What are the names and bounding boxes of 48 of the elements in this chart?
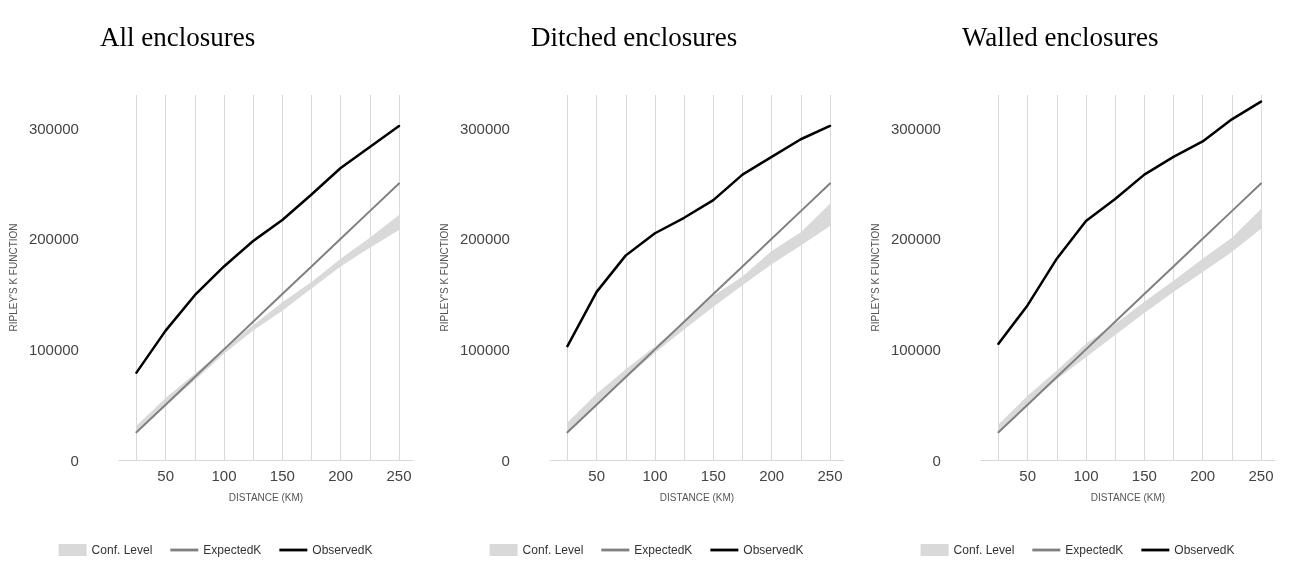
y-tick-label: 200000 bbox=[28, 230, 79, 248]
line-series bbox=[135, 124, 401, 374]
legend-label: ObservedK bbox=[1174, 543, 1235, 557]
x-tick-label: 150 bbox=[1131, 467, 1157, 484]
y-tick-label: 200000 bbox=[459, 230, 510, 248]
legend-label: Conf. Level bbox=[91, 543, 153, 557]
x-tick-label: 200 bbox=[1190, 467, 1216, 484]
x-tick-label: 100 bbox=[1073, 467, 1099, 484]
x-tick-label: 150 bbox=[269, 467, 295, 484]
line-series bbox=[997, 100, 1263, 346]
y-tick-label: 0 bbox=[932, 451, 941, 469]
x-tick-label: 250 bbox=[386, 467, 412, 484]
legend-label: ExpectedK bbox=[634, 543, 693, 557]
y-axis-title: RIPLEY'S K FUNCTION bbox=[438, 223, 450, 332]
y-tick-label: 100000 bbox=[890, 340, 941, 358]
y-tick-label: 100000 bbox=[459, 340, 510, 358]
legend-label: Conf. Level bbox=[953, 543, 1015, 557]
y-tick-label: 0 bbox=[501, 451, 510, 469]
legend-label: Conf. Level bbox=[522, 543, 584, 557]
x-tick-label: 200 bbox=[759, 467, 785, 484]
y-tick-label: 300000 bbox=[890, 119, 941, 137]
y-tick-label: 300000 bbox=[459, 119, 510, 137]
x-tick-label: 200 bbox=[328, 467, 354, 484]
legend-label: ObservedK bbox=[312, 543, 373, 557]
x-axis-title: DISTANCE (KM) bbox=[1090, 491, 1166, 503]
line-series bbox=[566, 124, 832, 348]
chart-title: Walled enclosures bbox=[962, 21, 1159, 52]
x-tick-label: 150 bbox=[700, 467, 726, 484]
y-axis-title: RIPLEY'S K FUNCTION bbox=[869, 223, 881, 332]
chart-title: Ditched enclosures bbox=[531, 21, 738, 52]
legend-label: ObservedK bbox=[743, 543, 804, 557]
y-tick-label: 0 bbox=[70, 451, 79, 469]
x-tick-label: 50 bbox=[157, 467, 174, 484]
legend-label: ExpectedK bbox=[203, 543, 262, 557]
x-axis-title: DISTANCE (KM) bbox=[228, 491, 304, 503]
y-tick-label: 200000 bbox=[890, 230, 941, 248]
y-tick-label: 100000 bbox=[28, 340, 79, 358]
legend-label: ExpectedK bbox=[1065, 543, 1124, 557]
x-tick-label: 250 bbox=[1248, 467, 1274, 484]
chart-title: All enclosures bbox=[100, 21, 256, 52]
y-axis-title: RIPLEY'S K FUNCTION bbox=[7, 223, 19, 332]
y-tick-label: 300000 bbox=[28, 119, 79, 137]
x-tick-label: 50 bbox=[1019, 467, 1036, 484]
x-tick-label: 100 bbox=[211, 467, 237, 484]
x-tick-label: 100 bbox=[642, 467, 668, 484]
x-tick-label: 50 bbox=[588, 467, 605, 484]
x-axis-title: DISTANCE (KM) bbox=[659, 491, 735, 503]
x-tick-label: 250 bbox=[817, 467, 843, 484]
